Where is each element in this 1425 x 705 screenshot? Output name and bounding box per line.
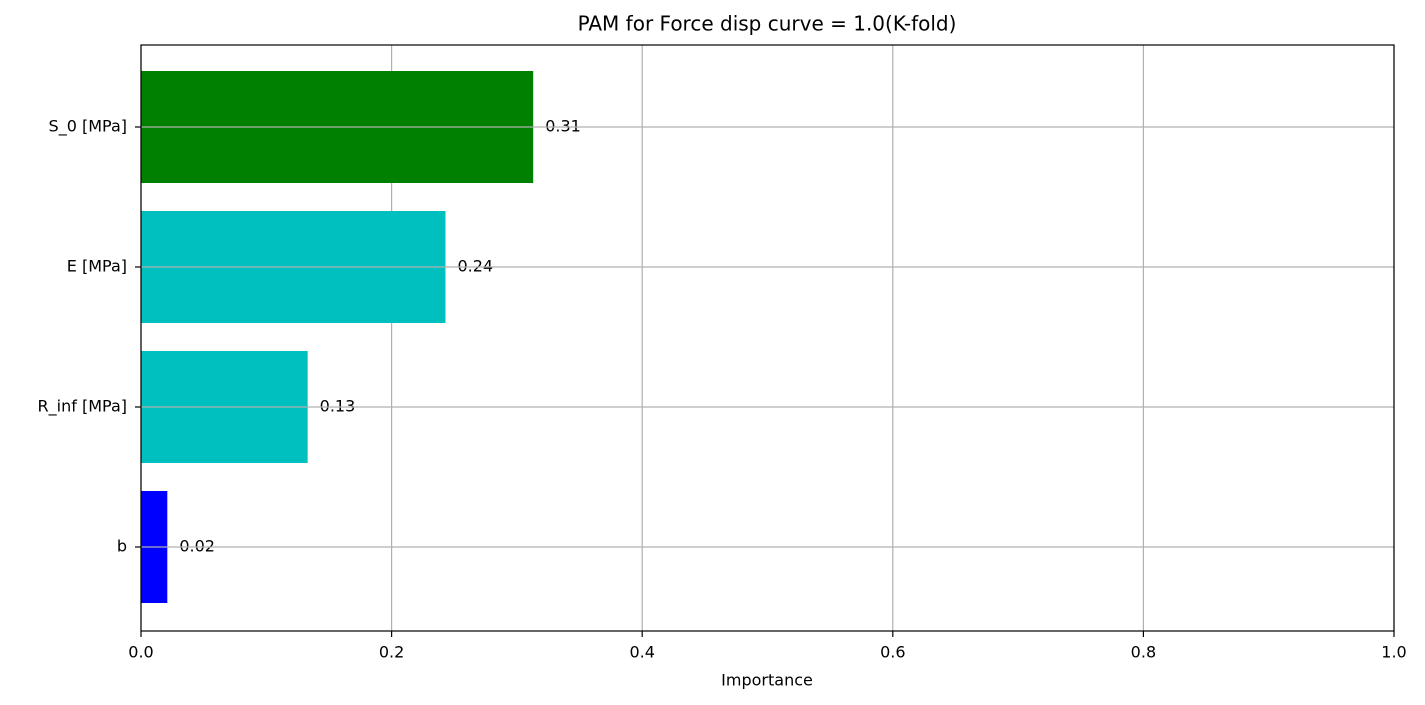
value-label: 0.13 [320,397,356,416]
value-label: 0.24 [457,257,493,276]
y-tick-label: b [117,537,127,556]
x-tick-label: 0.4 [629,643,654,662]
value-label: 0.02 [179,537,215,556]
chart-title: PAM for Force disp curve = 1.0(K-fold) [578,12,957,36]
x-tick-label: 0.2 [379,643,404,662]
x-axis-label: Importance [721,671,813,690]
y-tick-label: S_0 [MPa] [49,117,127,137]
x-tick-label: 0.0 [128,643,153,662]
value-label: 0.31 [545,117,581,136]
x-tick-label: 0.8 [1131,643,1156,662]
plot-frame [140,44,1395,632]
y-tick-label: E [MPa] [67,257,127,276]
x-tick-label: 1.0 [1381,643,1406,662]
x-tick-label: 0.6 [880,643,905,662]
y-tick-label: R_inf [MPa] [38,397,127,417]
